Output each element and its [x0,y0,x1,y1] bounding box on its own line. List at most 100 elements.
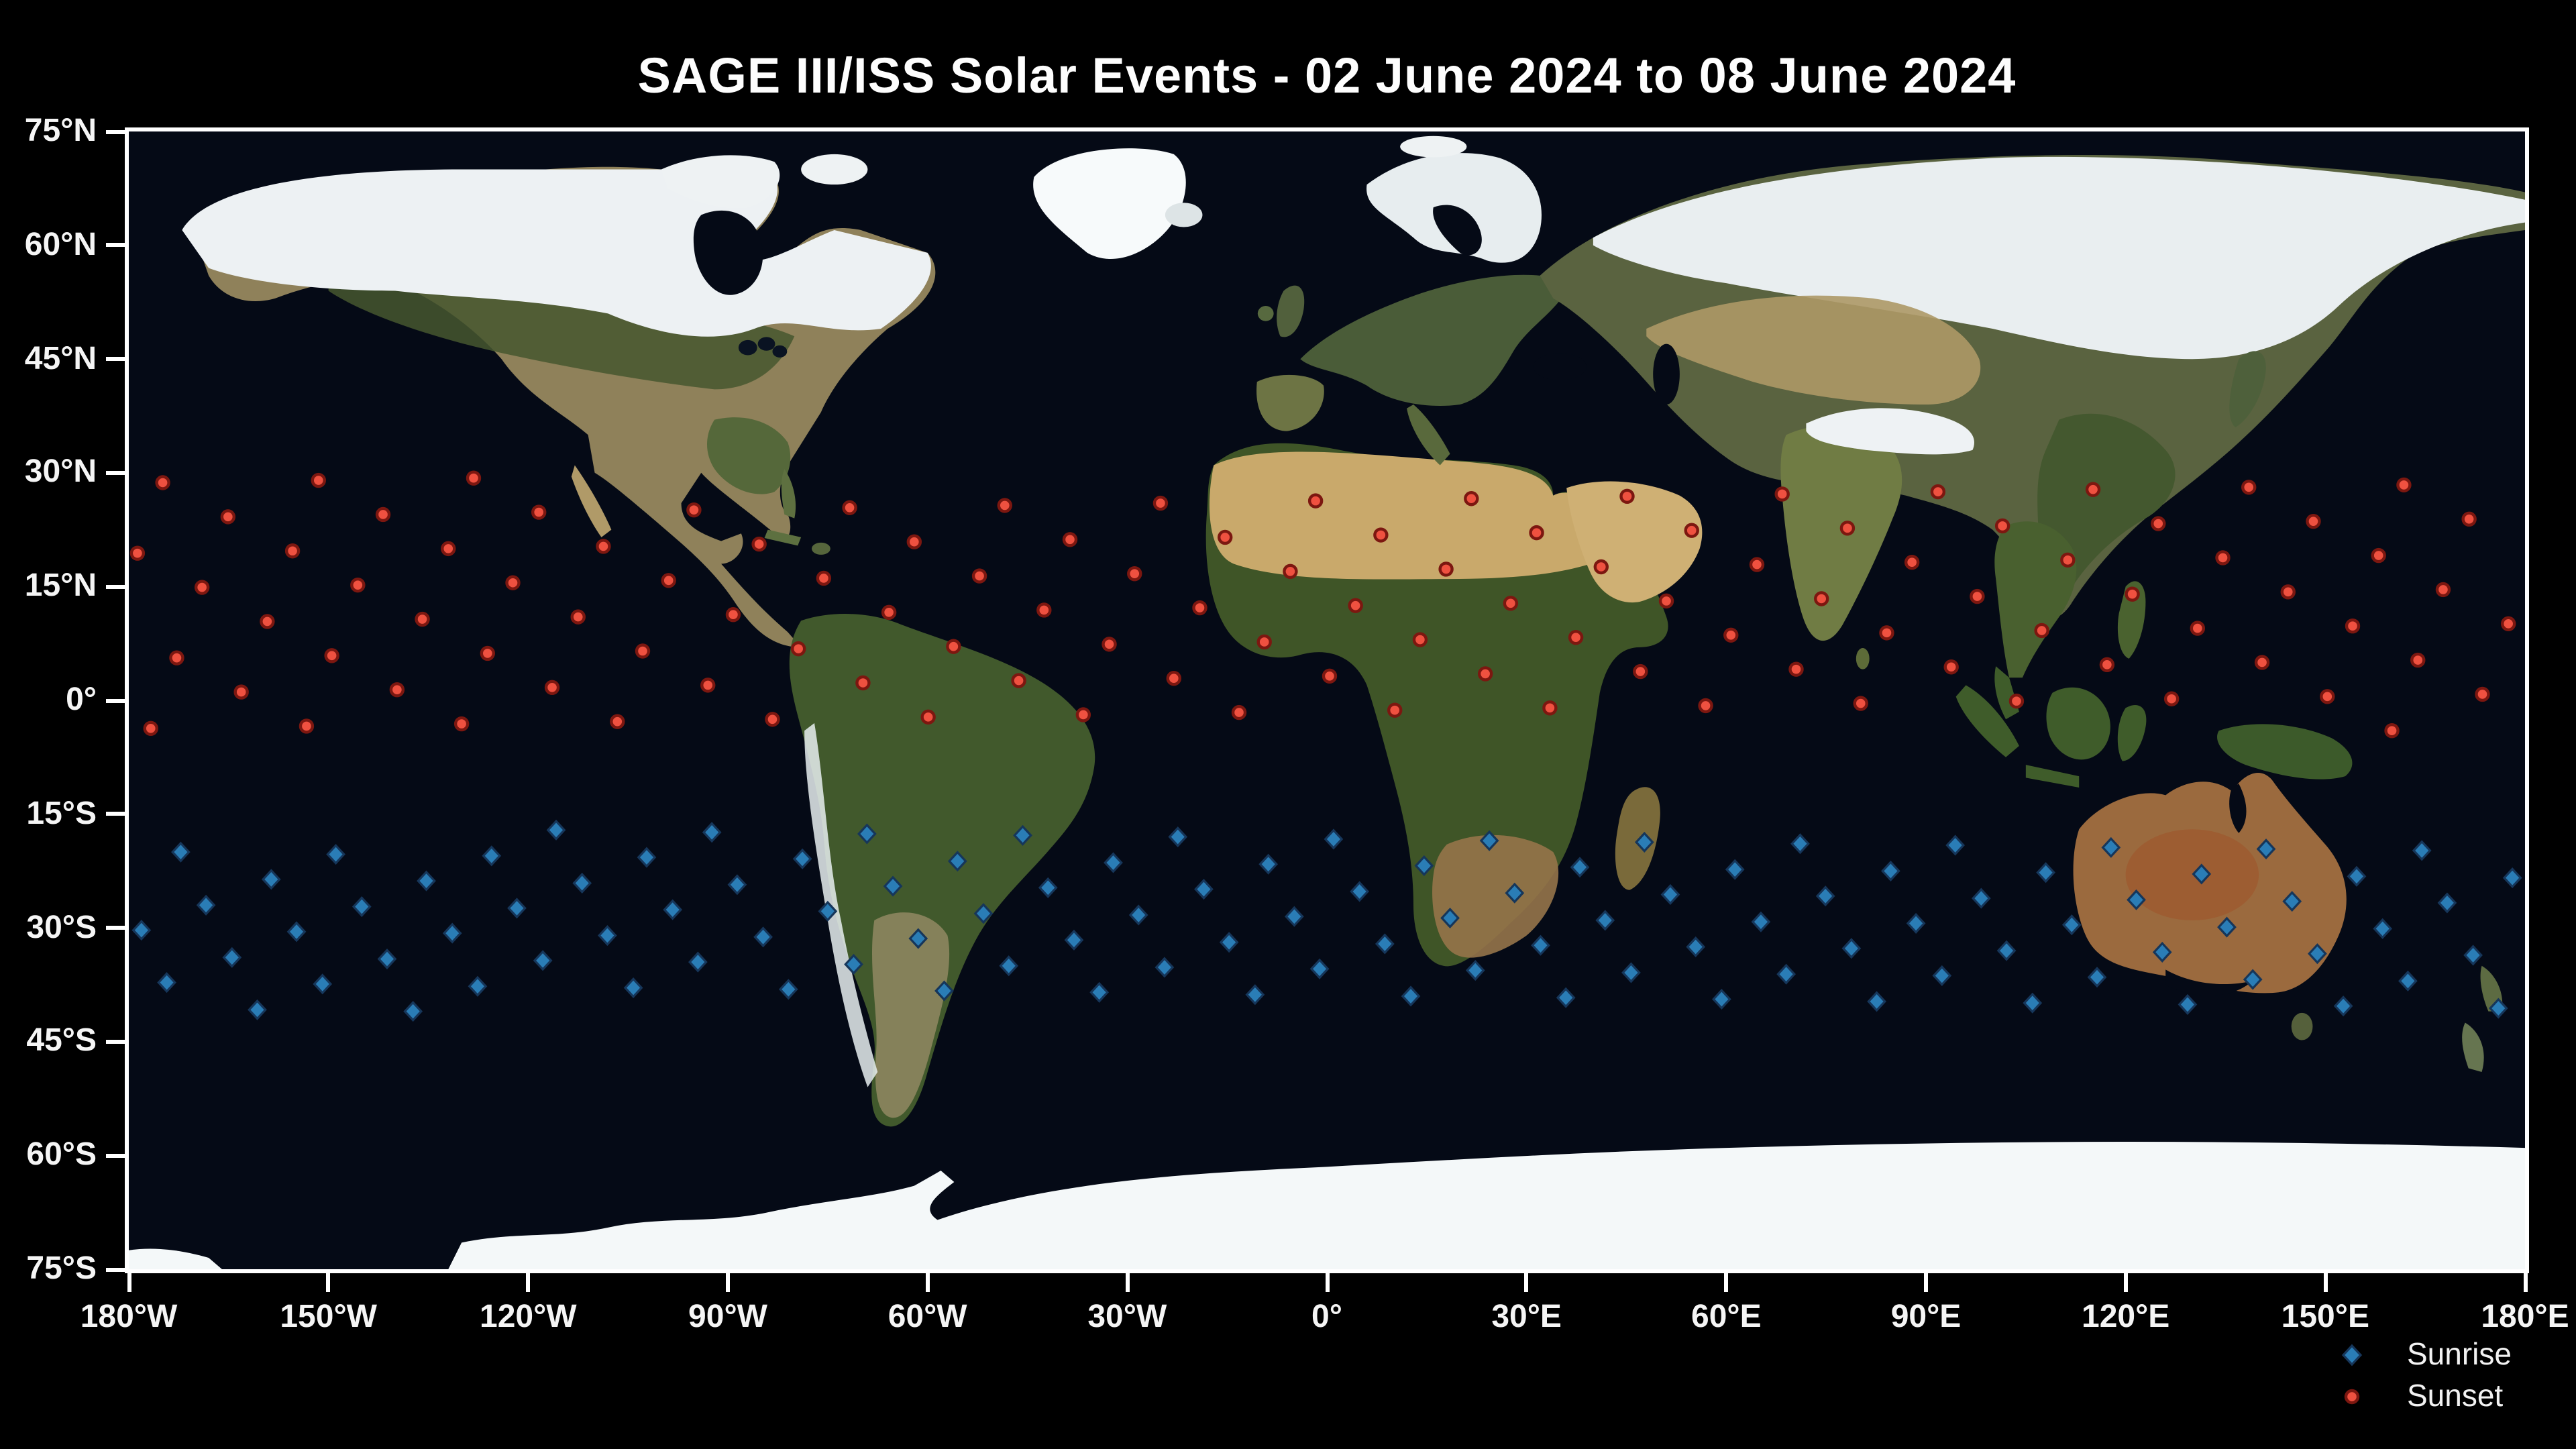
sunrise-marker [2463,945,2483,966]
sunset-marker [1568,629,1584,645]
y-tick-label: 60°S [26,1136,97,1173]
sunrise-marker [352,896,372,918]
y-tick [106,584,125,589]
x-tick [1524,1273,1529,1292]
continent-asia [1533,154,2525,720]
sunset-marker [415,611,430,627]
sunset-marker [1879,625,1894,641]
sunrise-marker [1194,878,1214,900]
sunset-marker [1503,596,1519,611]
sunrise-marker [1440,907,1460,929]
sunset-marker [881,604,897,621]
sunset-marker [143,720,158,737]
y-tick [106,926,125,930]
sunset-marker [466,470,482,486]
sunset-marker [686,502,702,518]
legend-row-sunset: Sunset [2332,1375,2512,1417]
snow-north-america [182,169,931,337]
sunrise-marker [261,869,281,890]
sunset-marker [2151,516,2166,531]
sunset-marker [2254,655,2270,670]
sunrise-marker [468,975,488,997]
sunset-marker [1011,673,1026,688]
x-tick-label: 150°E [2281,1299,2369,1335]
sunset-marker [2215,550,2231,566]
sunrise-marker [326,843,345,865]
sunrise-marker [1089,981,1110,1003]
sunrise-marker [157,972,176,994]
sunrise-marker [1505,882,1525,904]
sunrise-marker [533,950,553,971]
sunrise-marker [818,900,838,922]
y-tick-label: 15°N [24,568,97,604]
sunset-marker [1307,493,1324,508]
sunrise-marker [507,898,527,919]
sunrise-marker [2282,891,2302,912]
sunset-marker [544,680,560,695]
sunset-marker [129,545,146,561]
sri-lanka [1856,647,1870,669]
sunset-marker [1839,521,1856,536]
sunrise-marker [1064,929,1084,951]
y-tick [106,129,125,133]
sunset-marker [2163,691,2180,706]
sunrise-marker [313,973,333,995]
sunrise-marker [1104,852,1123,873]
sunrise-marker [2437,892,2457,914]
sunset-marker [2320,689,2335,704]
sunrise-marker [1906,912,1926,934]
sunset-marker [971,568,987,584]
sunset-marker [2461,511,2477,527]
y-tick [106,1267,125,1271]
sunrise-marker [2152,941,2172,963]
sulawesi [2117,704,2147,761]
java [2025,765,2080,788]
sunrise-marker [2036,862,2055,883]
japan [2229,351,2266,427]
sunset-marker [570,609,586,625]
y-tick-label: 0° [66,682,97,718]
world-basemap [129,131,2525,1269]
sunset-marker [1788,661,1804,677]
sunset-marker [1283,564,1298,579]
sunrise-marker [1038,877,1058,898]
x-tick [925,1273,930,1292]
x-tick [1924,1273,1928,1292]
sunset-marker [441,541,456,557]
cuba [764,529,802,546]
sunrise-marker [1815,885,1835,907]
sunset-marker [997,498,1012,513]
sunset-marker [1749,557,1765,572]
sunrise-marker [248,999,267,1020]
sunrise-marker [1867,991,1886,1012]
sunset-marker [790,641,806,657]
argentina-patagonia [871,912,950,1118]
sunset-marker [1373,527,1389,543]
sunset-marker [2280,584,2296,600]
sunrise-marker [1881,860,1900,881]
sunset-marker [751,536,767,552]
sunrise-marker [2488,998,2508,1019]
y-tick-label: 75°S [26,1250,97,1287]
y-tick [106,357,125,362]
himalaya-snow [1806,408,1974,455]
sunrise-marker [482,845,502,867]
sunrise-marker [1309,958,1330,979]
sunset-marker [220,509,236,525]
sunrise-marker [1168,826,1188,848]
sunrise-marker [2217,916,2237,938]
x-tick-label: 120°W [480,1299,577,1335]
ireland [1257,306,1274,321]
baltic-sea [1433,205,1482,256]
sunset-marker [1464,491,1479,506]
sunrise-marker [908,928,928,949]
sunset-marker [1348,598,1363,613]
x-tick [2123,1273,2128,1292]
x-tick [1325,1273,1329,1292]
x-tick [726,1273,730,1292]
continent-africa [1205,443,1668,967]
great-lakes [738,339,757,356]
sunset-marker [1322,668,1338,684]
sunrise-marker [1932,965,1952,986]
sunrise-marker [1465,959,1485,981]
